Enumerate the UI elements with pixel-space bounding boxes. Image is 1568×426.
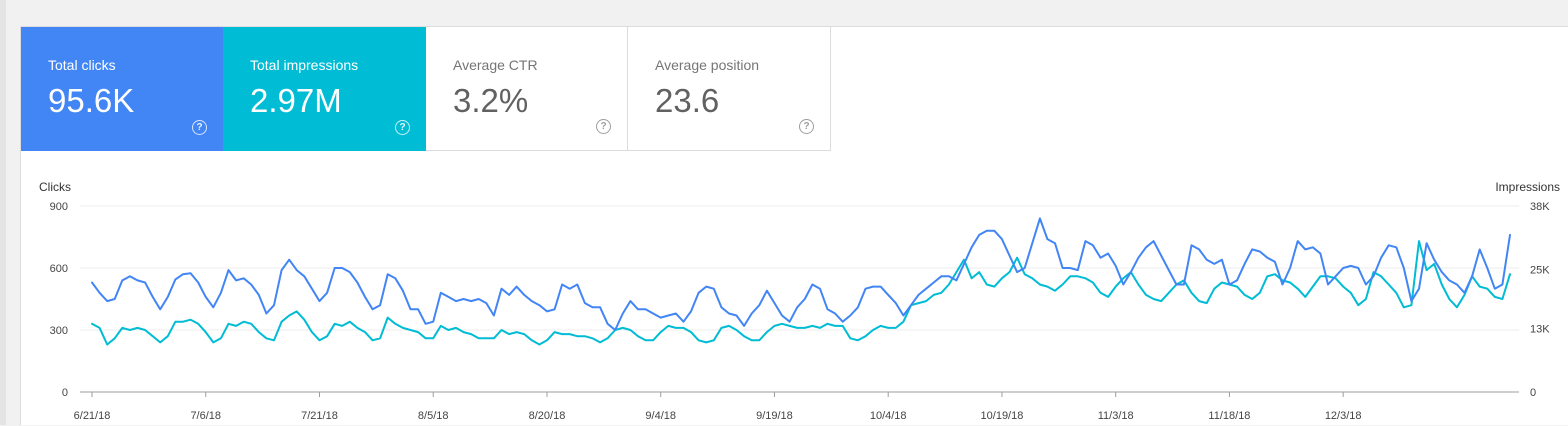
right-axis-title: Impressions <box>1495 180 1560 194</box>
left-tick-label: 0 <box>62 387 68 399</box>
x-tick-label: 6/21/18 <box>74 410 111 422</box>
help-icon[interactable]: ? <box>799 119 814 134</box>
performance-panel: Total clicks 95.6K ? Total impressions 2… <box>20 26 1568 425</box>
average-position-label: Average position <box>655 57 760 73</box>
x-tick-label: 9/19/18 <box>756 410 793 422</box>
average-ctr-value: 3.2% <box>453 82 529 119</box>
help-icon[interactable]: ? <box>596 119 611 134</box>
left-axis-title: Clicks <box>39 180 71 194</box>
help-icon[interactable]: ? <box>395 120 410 135</box>
total-impressions-value: 2.97M <box>250 82 342 119</box>
top-bar <box>0 0 1568 26</box>
series-line-impressions <box>91 240 1511 346</box>
performance-chart: 0 300 600 900 0 13K 25K 38K 6/21/18 7/6/18 7/21/18… <box>39 180 1560 422</box>
x-tick-label: 10/4/18 <box>870 410 907 422</box>
x-tick-label: 7/21/18 <box>301 410 338 422</box>
left-tick-label: 900 <box>50 201 68 213</box>
average-ctr-label: Average CTR <box>453 57 538 73</box>
left-tick-label: 600 <box>50 263 68 275</box>
x-tick-label: 7/6/18 <box>190 410 221 422</box>
chart-ticks: 0 300 600 900 0 13K 25K 38K 6/21/18 7/6/18 7/21/18… <box>50 201 1551 422</box>
total-impressions-label: Total impressions <box>250 57 359 73</box>
chart-grid <box>80 205 1519 393</box>
chart-lines <box>91 217 1511 346</box>
average-ctr-card[interactable]: Average CTR 3.2% ? <box>426 27 628 151</box>
left-tick-label: 300 <box>50 325 68 337</box>
x-tick-label: 8/5/18 <box>418 410 449 422</box>
total-clicks-card[interactable]: Total clicks 95.6K ? <box>21 27 223 151</box>
average-position-value: 23.6 <box>655 82 720 119</box>
total-clicks-label: Total clicks <box>48 57 116 73</box>
left-edge <box>0 0 6 425</box>
x-tick-label: 10/19/18 <box>981 410 1024 422</box>
x-tick-label: 8/20/18 <box>529 410 566 422</box>
total-impressions-card[interactable]: Total impressions 2.97M ? <box>223 27 426 151</box>
x-tick-label: 11/3/18 <box>1098 410 1134 422</box>
total-clicks-value: 95.6K <box>48 82 135 119</box>
right-tick-label: 25K <box>1530 265 1550 277</box>
x-tick-label: 9/4/18 <box>645 410 676 422</box>
right-tick-label: 0 <box>1530 387 1536 399</box>
series-line-clicks <box>91 217 1511 331</box>
x-tick-label: 12/3/18 <box>1325 410 1362 422</box>
right-tick-label: 13K <box>1530 323 1550 335</box>
right-tick-label: 38K <box>1530 201 1550 213</box>
average-position-card[interactable]: Average position 23.6 ? <box>628 27 831 151</box>
x-tick-label: 11/18/18 <box>1208 410 1250 422</box>
help-icon[interactable]: ? <box>192 120 207 135</box>
